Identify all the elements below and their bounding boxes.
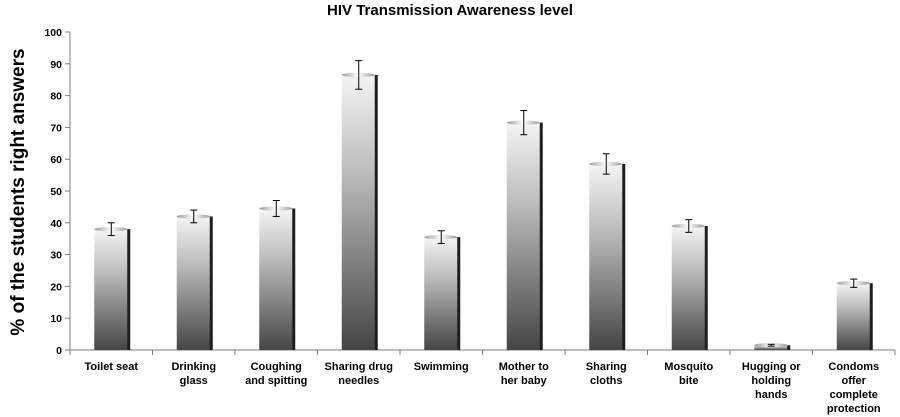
bar-group — [259, 200, 296, 350]
x-tick-label: Condoms offer complete protection — [827, 361, 881, 415]
bar — [94, 229, 128, 350]
y-tick-label: 50 — [50, 186, 62, 198]
bar-group — [424, 230, 461, 350]
error-bar — [190, 209, 198, 224]
bar-group — [589, 153, 626, 350]
bars — [94, 60, 873, 351]
error-bar — [520, 110, 528, 136]
y-axis-label: % of the students right answers — [8, 48, 29, 335]
y-tick-label: 0 — [56, 345, 62, 357]
x-ticks: Toilet seat Drinking glass Coughing and spit… — [84, 361, 880, 415]
error-bar — [272, 200, 280, 217]
bar-side — [703, 225, 708, 350]
x-tick-label: Toilet seat — [84, 361, 138, 373]
bar-group — [836, 278, 873, 350]
x-tick-label: Hugging or holding hands — [742, 361, 801, 401]
bar — [341, 74, 375, 351]
error-bar — [850, 278, 858, 288]
bar-group — [94, 222, 131, 350]
bar-side — [291, 208, 296, 350]
bar — [176, 216, 210, 350]
bar-group — [754, 343, 791, 350]
bar-side — [126, 229, 131, 350]
bar-side — [621, 163, 626, 350]
x-tick-label: Mosquito bite — [664, 361, 713, 387]
bar — [836, 283, 870, 350]
bar-group — [671, 219, 708, 350]
bar-side — [786, 345, 791, 350]
x-tick-label: Drinking glass — [171, 361, 216, 387]
bar-side — [538, 122, 543, 350]
y-tick-label: 100 — [44, 27, 62, 39]
error-bar — [437, 230, 445, 244]
error-bar — [685, 219, 693, 233]
bar — [424, 237, 458, 350]
error-bar — [602, 153, 610, 175]
y-tick-label: 80 — [50, 91, 62, 103]
bar-side — [373, 74, 378, 351]
y-tick-label: 90 — [50, 59, 62, 71]
bar — [259, 208, 293, 350]
x-tick-label: Swimming — [414, 361, 469, 373]
y-tick-label: 70 — [50, 122, 62, 134]
bar-side — [208, 216, 213, 350]
x-tick-label: Sharing drug needles — [325, 361, 393, 387]
error-bar — [107, 222, 115, 237]
y-tick-label: 60 — [50, 154, 62, 166]
bar — [506, 122, 540, 350]
bar-side — [868, 283, 873, 350]
x-tick-label: Mother to her baby — [499, 361, 549, 387]
error-bar — [355, 60, 363, 90]
bar — [754, 345, 788, 350]
bar — [671, 225, 705, 350]
bar-group — [176, 209, 213, 350]
bar — [589, 163, 623, 350]
y-tick-label: 30 — [50, 250, 62, 262]
y-tick-label: 20 — [50, 281, 62, 293]
y-tick-label: 10 — [50, 313, 62, 325]
bar-side — [456, 237, 461, 350]
x-tick-label: Sharing cloths — [586, 361, 627, 387]
y-ticks: 0 10 20 30 40 50 60 70 80 90 100 — [44, 27, 70, 357]
bar-group — [341, 60, 378, 351]
x-tick-label: Coughing and spitting — [245, 361, 307, 387]
chart-title: HIV Transmission Awareness level — [327, 2, 573, 19]
bar-group — [506, 110, 543, 350]
error-bar — [767, 343, 775, 347]
y-tick-label: 40 — [50, 218, 62, 230]
